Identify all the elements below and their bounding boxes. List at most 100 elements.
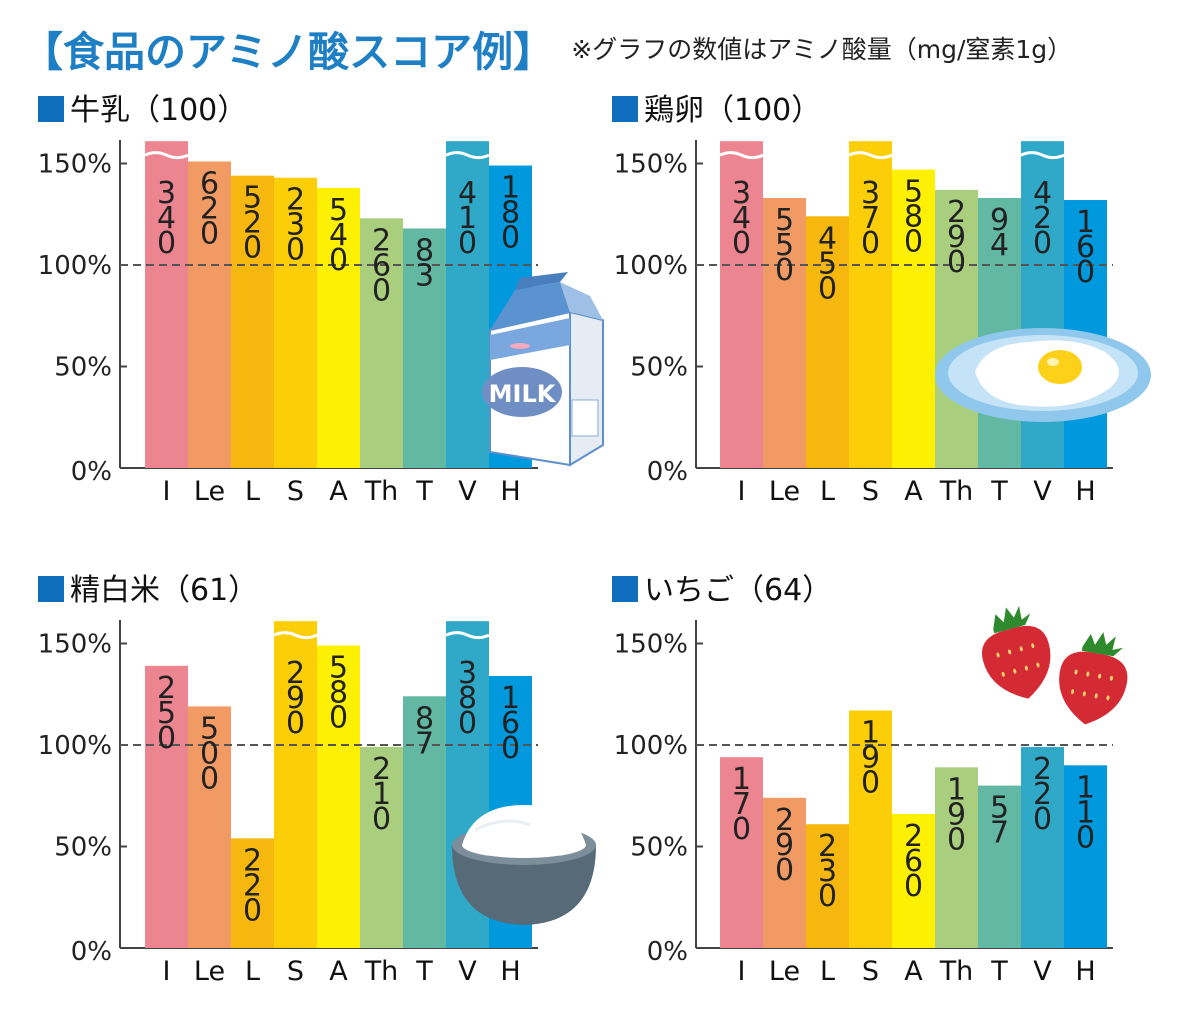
page-title: 【食品のアミノ酸スコア例】 [22, 28, 555, 76]
page-header: 【食品のアミノ酸スコア例】 ※グラフの数値はアミノ酸量（mg/窒素1g） [22, 18, 1072, 78]
bar-H [1064, 765, 1107, 948]
bar-V [446, 141, 489, 469]
x-tick-label: I [738, 476, 746, 507]
x-tick-label: I [738, 956, 746, 987]
y-tick-label: 150% [38, 630, 112, 660]
bar-L [806, 824, 849, 948]
x-tick-label: Th [364, 956, 399, 987]
x-tick-label: T [415, 956, 433, 987]
bar-S [849, 141, 892, 469]
bar-A [317, 645, 360, 948]
x-tick-label: I [163, 476, 171, 507]
x-tick-label: S [862, 476, 879, 507]
y-tick-label: 50% [54, 833, 112, 863]
bar-Le [188, 706, 231, 948]
x-tick-label: T [415, 476, 433, 507]
x-tick-label: S [287, 956, 304, 987]
svg-text:MILK: MILK [489, 380, 557, 408]
bar-A [892, 814, 935, 948]
y-tick-label: 0% [71, 457, 112, 487]
y-tick-label: 100% [614, 251, 688, 281]
x-tick-label: Le [194, 956, 225, 987]
y-tick-label: 100% [38, 731, 112, 761]
y-tick-label: 150% [38, 150, 112, 180]
bar-V [1021, 747, 1064, 948]
bar-Th [935, 189, 978, 468]
axis-break-mark [144, 151, 189, 160]
y-tick-label: 0% [647, 457, 688, 487]
title-marker [38, 576, 64, 602]
strawberries-illustration [982, 605, 1128, 725]
rice-bowl-illustration [452, 805, 596, 925]
chart-panel-3: 精白米（61） 0% 50% 100% 150% 2 5 0 5 0 0 2 2 0 2 9 0 5 8 0 2 1 0 8 7… [38, 573, 538, 987]
bar-S [274, 621, 317, 948]
chart-panel-2: 鶏卵（100） 0% 50% 100% 150% 3 4 0 5 5 0 4 5 0 3 7 0 5 8 0 2 9 0 9 4… [612, 93, 1113, 507]
y-tick-label: 50% [630, 353, 688, 383]
y-tick-label: 150% [614, 150, 688, 180]
x-tick-label: H [1075, 476, 1095, 507]
bar-Le [188, 161, 231, 468]
title-marker [38, 96, 64, 122]
x-tick-label: Th [939, 476, 974, 507]
bar-L [231, 838, 274, 948]
bar-Th [360, 218, 403, 468]
x-tick-label: H [1075, 956, 1095, 987]
page-note: ※グラフの数値はアミノ酸量（mg/窒素1g） [571, 35, 1073, 64]
x-tick-label: S [287, 476, 304, 507]
axis-break-mark [1020, 151, 1065, 160]
x-tick-label: L [245, 956, 260, 987]
x-tick-label: V [458, 956, 477, 987]
x-tick-label: V [1033, 476, 1052, 507]
chart-panel-4: いちご（64） 0% 50% 100% 150% 1 7 0 2 9 0 2 3 0 1 9 0 2 6 0 1 9 0 5 7… [612, 573, 1113, 987]
x-tick-label: L [820, 956, 835, 987]
x-tick-label: Le [769, 476, 800, 507]
x-tick-label: A [329, 956, 348, 987]
x-tick-label: T [990, 476, 1008, 507]
bar-I [145, 141, 188, 469]
milk-carton-illustration: MILK [482, 272, 604, 467]
x-tick-label: Le [194, 476, 225, 507]
x-tick-label: T [990, 956, 1008, 987]
bar-I [720, 141, 763, 469]
x-tick-label: V [458, 476, 477, 507]
bar-L [231, 175, 274, 468]
bar-A [317, 187, 360, 469]
bar-Th [360, 747, 403, 948]
x-tick-label: V [1033, 956, 1052, 987]
bar-Th [935, 767, 978, 948]
axis-break-mark [848, 151, 893, 160]
bar-I [145, 665, 188, 948]
axis-break-mark [719, 151, 764, 160]
x-tick-label: Th [939, 956, 974, 987]
x-tick-label: A [904, 476, 923, 507]
axis-break-mark [445, 631, 490, 640]
axis-break-mark [273, 631, 318, 640]
x-tick-label: H [500, 476, 520, 507]
fried-egg-illustration [935, 328, 1151, 422]
bar-Le [763, 198, 806, 468]
x-tick-label: A [329, 476, 348, 507]
y-tick-label: 0% [647, 937, 688, 967]
